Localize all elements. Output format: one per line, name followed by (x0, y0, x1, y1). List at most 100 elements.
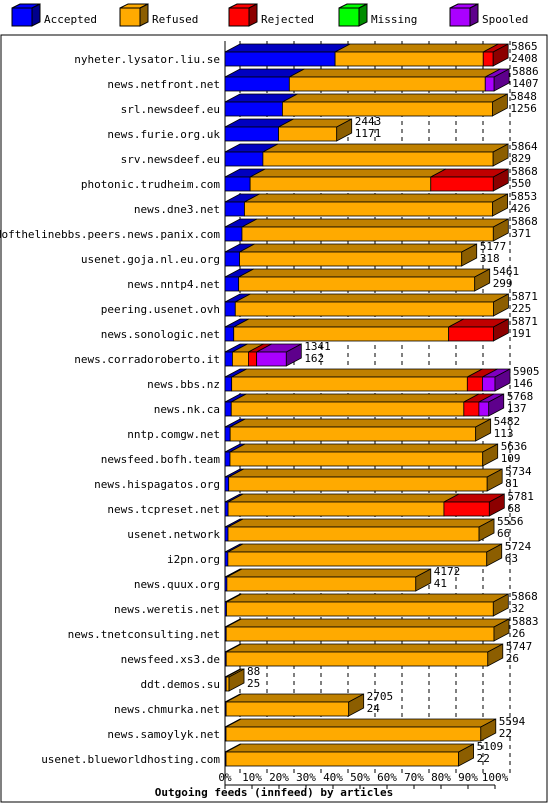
legend-swatch-side-spooled (469, 3, 479, 27)
bar-segment-newsfeed-xs3-de-refused (225, 651, 489, 667)
bar-segment-news-tcpreset-net-accepted (224, 501, 229, 517)
legend-label-refused: Refused (152, 13, 198, 26)
bar-top-srl-newsdeef-eu-refused (282, 93, 508, 103)
bar-side-news-bbs-nz (494, 368, 511, 392)
x-tick-label-9: 90% (458, 771, 478, 784)
x-axis: 0% 10% 20% 30% 40% 50% 60% 70% 80% 90% 100% (218, 771, 509, 789)
bar-side-news-netfront-net (493, 68, 510, 92)
legend-swatch-side-rejected (248, 3, 258, 27)
bar-total-label-news-weretis-net: 5868 (511, 590, 538, 603)
bar-total-label-news-nntp4-net: 5461 (493, 265, 520, 278)
bar-accepted-label-endofthelinebbs-peers-news-panix-com: 371 (511, 227, 531, 240)
bar-accepted-label-srl-newsdeef-eu: 1256 (510, 102, 537, 115)
bar-accepted-label-usenet-blueworldhosting-com: 22 (477, 752, 490, 765)
bar-total-label-srl-newsdeef-eu: 5848 (510, 90, 537, 103)
bar-accepted-label-news-hispagatos-org: 81 (505, 477, 518, 490)
row-label-srv-newsdeef-eu: srv.newsdeef.eu (121, 153, 220, 166)
x-tick-label-3: 30% (296, 771, 316, 784)
bar-segment-usenet-blueworldhosting-com-refused (225, 751, 460, 767)
bar-segment-news-nntp4-net-refused (238, 276, 476, 292)
bar-top-nyheter-lysator-liu-se-refused (334, 43, 499, 53)
bar-segment-news-netfront-net-spooled (484, 76, 495, 92)
bar-accepted-label-newsfeed-xs3-de: 26 (506, 652, 519, 665)
bar-side-usenet-goja-nl-eu-org (461, 243, 478, 267)
x-tick-label-4: 40% (323, 771, 343, 784)
bar-segment-news-bbs-nz-refused (231, 376, 468, 392)
bar-total-label-news-samoylyk-net: 5594 (499, 715, 526, 728)
bar-segment-peering-usenet-ovh-refused (234, 301, 494, 317)
row-label-news-samoylyk-net: news.samoylyk.net (107, 728, 220, 741)
bar-top-news-hispagatos-org-refused (228, 468, 503, 478)
row-label-news-furie-org-uk: news.furie.org.uk (107, 128, 220, 141)
bar-segment-news-hispagatos-org-refused (228, 476, 488, 492)
bar-top-newsfeed-xs3-de-refused (226, 643, 503, 653)
bar-top-news-netfront-net-refused (289, 68, 501, 78)
legend: Accepted Refused Rejected Missing Spooled (11, 3, 528, 27)
bar-side-news-samoylyk-net (480, 718, 497, 742)
x-tick-label-10: 100% (482, 771, 509, 784)
bar-total-label-news-bbs-nz: 5905 (513, 365, 540, 378)
bar-segment-news-sonologic-net-rejected (448, 326, 494, 342)
bar-segment-usenet-network-refused (227, 526, 480, 542)
legend-swatch-accepted (11, 7, 33, 27)
bar-segment-news-netfront-net-refused (288, 76, 486, 92)
bar-segment-srl-newsdeef-eu-refused (282, 101, 493, 117)
bar-total-label-srv-newsdeef-eu: 5864 (511, 140, 538, 153)
bar-segment-news-corradoroberto-it-spooled (256, 351, 287, 367)
bar-total-label-news-furie-org-uk: 2443 (355, 115, 382, 128)
row-label-usenet-blueworldhosting-com: usenet.blueworldhosting.com (41, 753, 220, 766)
bar-side-endofthelinebbs-peers-news-panix-com (492, 218, 509, 242)
legend-swatch-side-accepted (31, 3, 41, 27)
bar-top-endofthelinebbs-peers-news-panix-com-refused (241, 218, 509, 228)
bar-segment-news-quux-org-refused (226, 576, 417, 592)
bar-segment-news-corradoroberto-it-accepted (224, 351, 233, 367)
bar-segment-news-sonologic-net-refused (233, 326, 450, 342)
bar-side-news-quux-org (415, 568, 432, 592)
bar-segment-news-furie-org-uk-accepted (224, 126, 279, 142)
row-label-news-dne3-net: news.dne3.net (134, 203, 220, 216)
bar-total-label-photonic-trudheim-com: 5868 (511, 165, 538, 178)
bar-total-label-peering-usenet-ovh: 5871 (511, 290, 538, 303)
bar-total-label-news-hispagatos-org: 5734 (505, 465, 532, 478)
bar-segment-newsfeed-bofh-team-refused (229, 451, 484, 467)
bar-accepted-label-peering-usenet-ovh: 225 (511, 302, 531, 315)
bar-side-newsfeed-xs3-de (487, 643, 504, 667)
bar-side-srl-newsdeef-eu (491, 93, 508, 117)
bar-segment-news-tnetconsulting-net-refused (225, 626, 495, 642)
bar-total-label-news-chmurka-net: 2705 (367, 690, 394, 703)
bar-top-news-quux-org-refused (226, 568, 431, 578)
bar-side-news-corradoroberto-it (285, 343, 302, 367)
bar-accepted-label-photonic-trudheim-com: 550 (511, 177, 531, 190)
bar-accepted-label-news-nk-ca: 137 (507, 402, 527, 415)
bar-accepted-label-newsfeed-bofh-team: 109 (501, 452, 521, 465)
row-label-endofthelinebbs-peers-news-panix-com: endofthelinebbs.peers.news.panix.com (0, 228, 220, 241)
bar-top-newsfeed-bofh-team-refused (229, 443, 498, 453)
bar-total-label-news-tnetconsulting-net: 5883 (512, 615, 539, 628)
bar-top-i2pn-org-refused (227, 543, 502, 553)
bar-segment-endofthelinebbs-peers-news-panix-com-refused (241, 226, 494, 242)
bar-side-newsfeed-bofh-team (482, 443, 499, 467)
row-label-news-sonologic-net: news.sonologic.net (101, 328, 220, 341)
bar-total-label-news-corradoroberto-it: 1341 (304, 340, 331, 353)
bar-side-ddt-demos-su (228, 668, 245, 692)
legend-swatch-rejected (228, 7, 250, 27)
bar-top-nntp-comgw-net-refused (229, 418, 491, 428)
bar-segment-usenet-network-accepted (224, 526, 229, 542)
bar-accepted-label-news-netfront-net: 1407 (512, 77, 539, 90)
bar-total-label-news-nk-ca: 5768 (507, 390, 534, 403)
bar-segment-endofthelinebbs-peers-news-panix-com-accepted (224, 226, 243, 242)
